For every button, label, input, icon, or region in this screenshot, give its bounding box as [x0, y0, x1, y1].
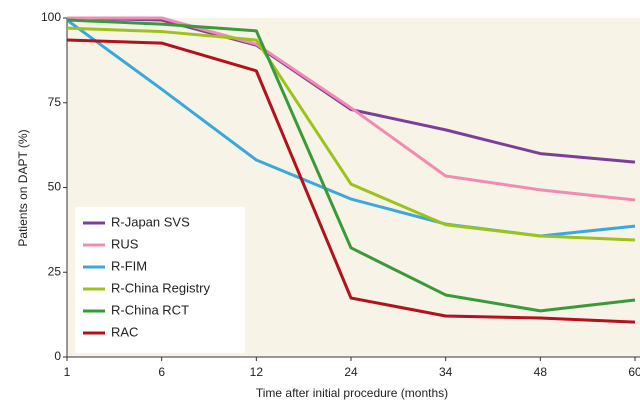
legend-box: [75, 207, 245, 353]
y-tick-label: 50: [48, 180, 62, 194]
series-line: [67, 16, 636, 202]
y-tick-label: 75: [48, 95, 62, 109]
legend-label: RAC: [111, 324, 138, 339]
legend-label: R-FIM: [111, 258, 147, 273]
x-tick-label: 60: [628, 365, 640, 379]
x-tick-label: 12: [250, 365, 264, 379]
x-tick-label: 34: [439, 365, 453, 379]
y-tick-label: 0: [54, 349, 61, 363]
legend-label: R-Japan SVS: [111, 214, 190, 229]
series-line: [66, 26, 636, 242]
x-tick-label: 48: [534, 365, 548, 379]
series-line: [66, 38, 636, 324]
y-axis-label: Patients on DAPT (%): [16, 129, 30, 246]
x-axis-label: Time after initial procedure (months): [256, 386, 448, 400]
legend-label: R-China Registry: [111, 280, 210, 295]
x-tick-label: 24: [344, 365, 358, 379]
x-tick-label: 6: [158, 365, 165, 379]
legend-label: RUS: [111, 236, 139, 251]
y-tick-label: 100: [41, 10, 61, 24]
y-tick-label: 25: [48, 264, 62, 278]
x-tick-label: 1: [64, 365, 71, 379]
legend-label: R-China RCT: [111, 302, 189, 317]
series-line: [66, 18, 636, 313]
